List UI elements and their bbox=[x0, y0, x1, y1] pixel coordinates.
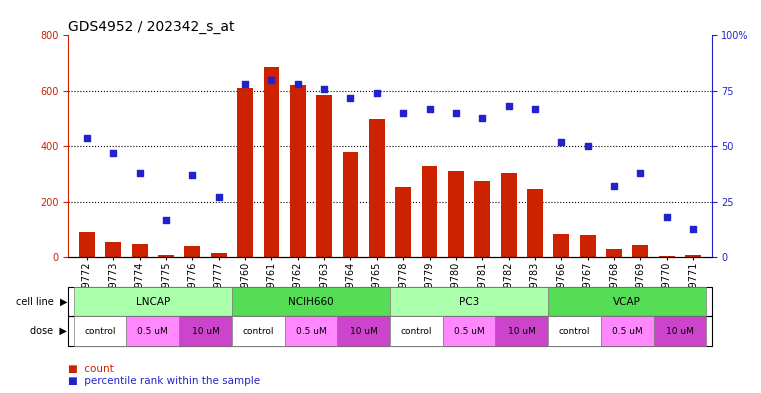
Text: 10 uM: 10 uM bbox=[350, 327, 377, 336]
Point bbox=[134, 170, 146, 176]
Bar bbox=[126, 316, 179, 346]
Bar bbox=[105, 242, 121, 257]
Bar bbox=[654, 316, 706, 346]
Bar bbox=[548, 287, 706, 316]
Bar bbox=[132, 244, 148, 257]
Text: control: control bbox=[559, 327, 591, 336]
Text: control: control bbox=[84, 327, 116, 336]
Point bbox=[212, 194, 224, 200]
Bar bbox=[158, 255, 174, 257]
Point bbox=[608, 183, 620, 189]
Bar bbox=[553, 234, 569, 257]
Point bbox=[186, 172, 199, 178]
Bar bbox=[390, 287, 548, 316]
Text: control: control bbox=[400, 327, 432, 336]
Point bbox=[450, 110, 462, 116]
Bar bbox=[184, 246, 200, 257]
Point bbox=[687, 226, 699, 232]
Text: 10 uM: 10 uM bbox=[508, 327, 536, 336]
Point bbox=[502, 103, 514, 110]
Bar bbox=[237, 88, 253, 257]
Point bbox=[107, 150, 119, 156]
Bar bbox=[232, 287, 390, 316]
Bar bbox=[390, 316, 443, 346]
Point bbox=[529, 105, 541, 112]
Bar bbox=[501, 173, 517, 257]
Text: 0.5 uM: 0.5 uM bbox=[138, 327, 168, 336]
Bar bbox=[285, 316, 337, 346]
Point bbox=[160, 217, 172, 223]
Point bbox=[81, 134, 93, 141]
Text: ■  percentile rank within the sample: ■ percentile rank within the sample bbox=[68, 376, 260, 386]
Text: dose  ▶: dose ▶ bbox=[30, 326, 67, 336]
Bar bbox=[601, 316, 654, 346]
Bar bbox=[317, 95, 332, 257]
Text: NCIH660: NCIH660 bbox=[288, 297, 334, 307]
Text: 0.5 uM: 0.5 uM bbox=[454, 327, 485, 336]
Text: GDS4952 / 202342_s_at: GDS4952 / 202342_s_at bbox=[68, 20, 235, 34]
Bar bbox=[74, 287, 232, 316]
Bar bbox=[290, 85, 306, 257]
Point bbox=[556, 139, 568, 145]
Bar bbox=[422, 166, 438, 257]
Bar bbox=[369, 119, 385, 257]
Point bbox=[423, 105, 435, 112]
Bar bbox=[443, 316, 495, 346]
Bar bbox=[527, 189, 543, 257]
Bar bbox=[263, 67, 279, 257]
Bar bbox=[659, 256, 675, 257]
Point bbox=[345, 94, 357, 101]
Bar bbox=[548, 316, 601, 346]
Point bbox=[371, 90, 383, 96]
Bar bbox=[448, 171, 463, 257]
Bar bbox=[79, 232, 95, 257]
Bar bbox=[495, 316, 548, 346]
Bar bbox=[474, 181, 490, 257]
Bar bbox=[337, 316, 390, 346]
Point bbox=[291, 81, 304, 87]
Point bbox=[239, 81, 251, 87]
Bar bbox=[606, 249, 622, 257]
Point bbox=[476, 114, 489, 121]
Bar bbox=[211, 253, 227, 257]
Bar bbox=[179, 316, 232, 346]
Point bbox=[397, 110, 409, 116]
Text: VCAP: VCAP bbox=[613, 297, 641, 307]
Text: cell line  ▶: cell line ▶ bbox=[16, 297, 67, 307]
Text: 0.5 uM: 0.5 uM bbox=[612, 327, 642, 336]
Point bbox=[634, 170, 646, 176]
Text: PC3: PC3 bbox=[459, 297, 479, 307]
Bar bbox=[685, 255, 701, 257]
Point bbox=[661, 214, 673, 220]
Bar bbox=[580, 235, 596, 257]
Point bbox=[581, 143, 594, 149]
Bar bbox=[342, 152, 358, 257]
Text: 0.5 uM: 0.5 uM bbox=[295, 327, 326, 336]
Bar bbox=[632, 245, 648, 257]
Text: 10 uM: 10 uM bbox=[192, 327, 219, 336]
Point bbox=[266, 77, 278, 83]
Text: ■  count: ■ count bbox=[68, 364, 114, 375]
Text: LNCAP: LNCAP bbox=[135, 297, 170, 307]
Bar bbox=[232, 316, 285, 346]
Text: 10 uM: 10 uM bbox=[666, 327, 694, 336]
Bar bbox=[74, 316, 126, 346]
Bar bbox=[395, 187, 411, 257]
Text: control: control bbox=[243, 327, 274, 336]
Point bbox=[318, 86, 330, 92]
